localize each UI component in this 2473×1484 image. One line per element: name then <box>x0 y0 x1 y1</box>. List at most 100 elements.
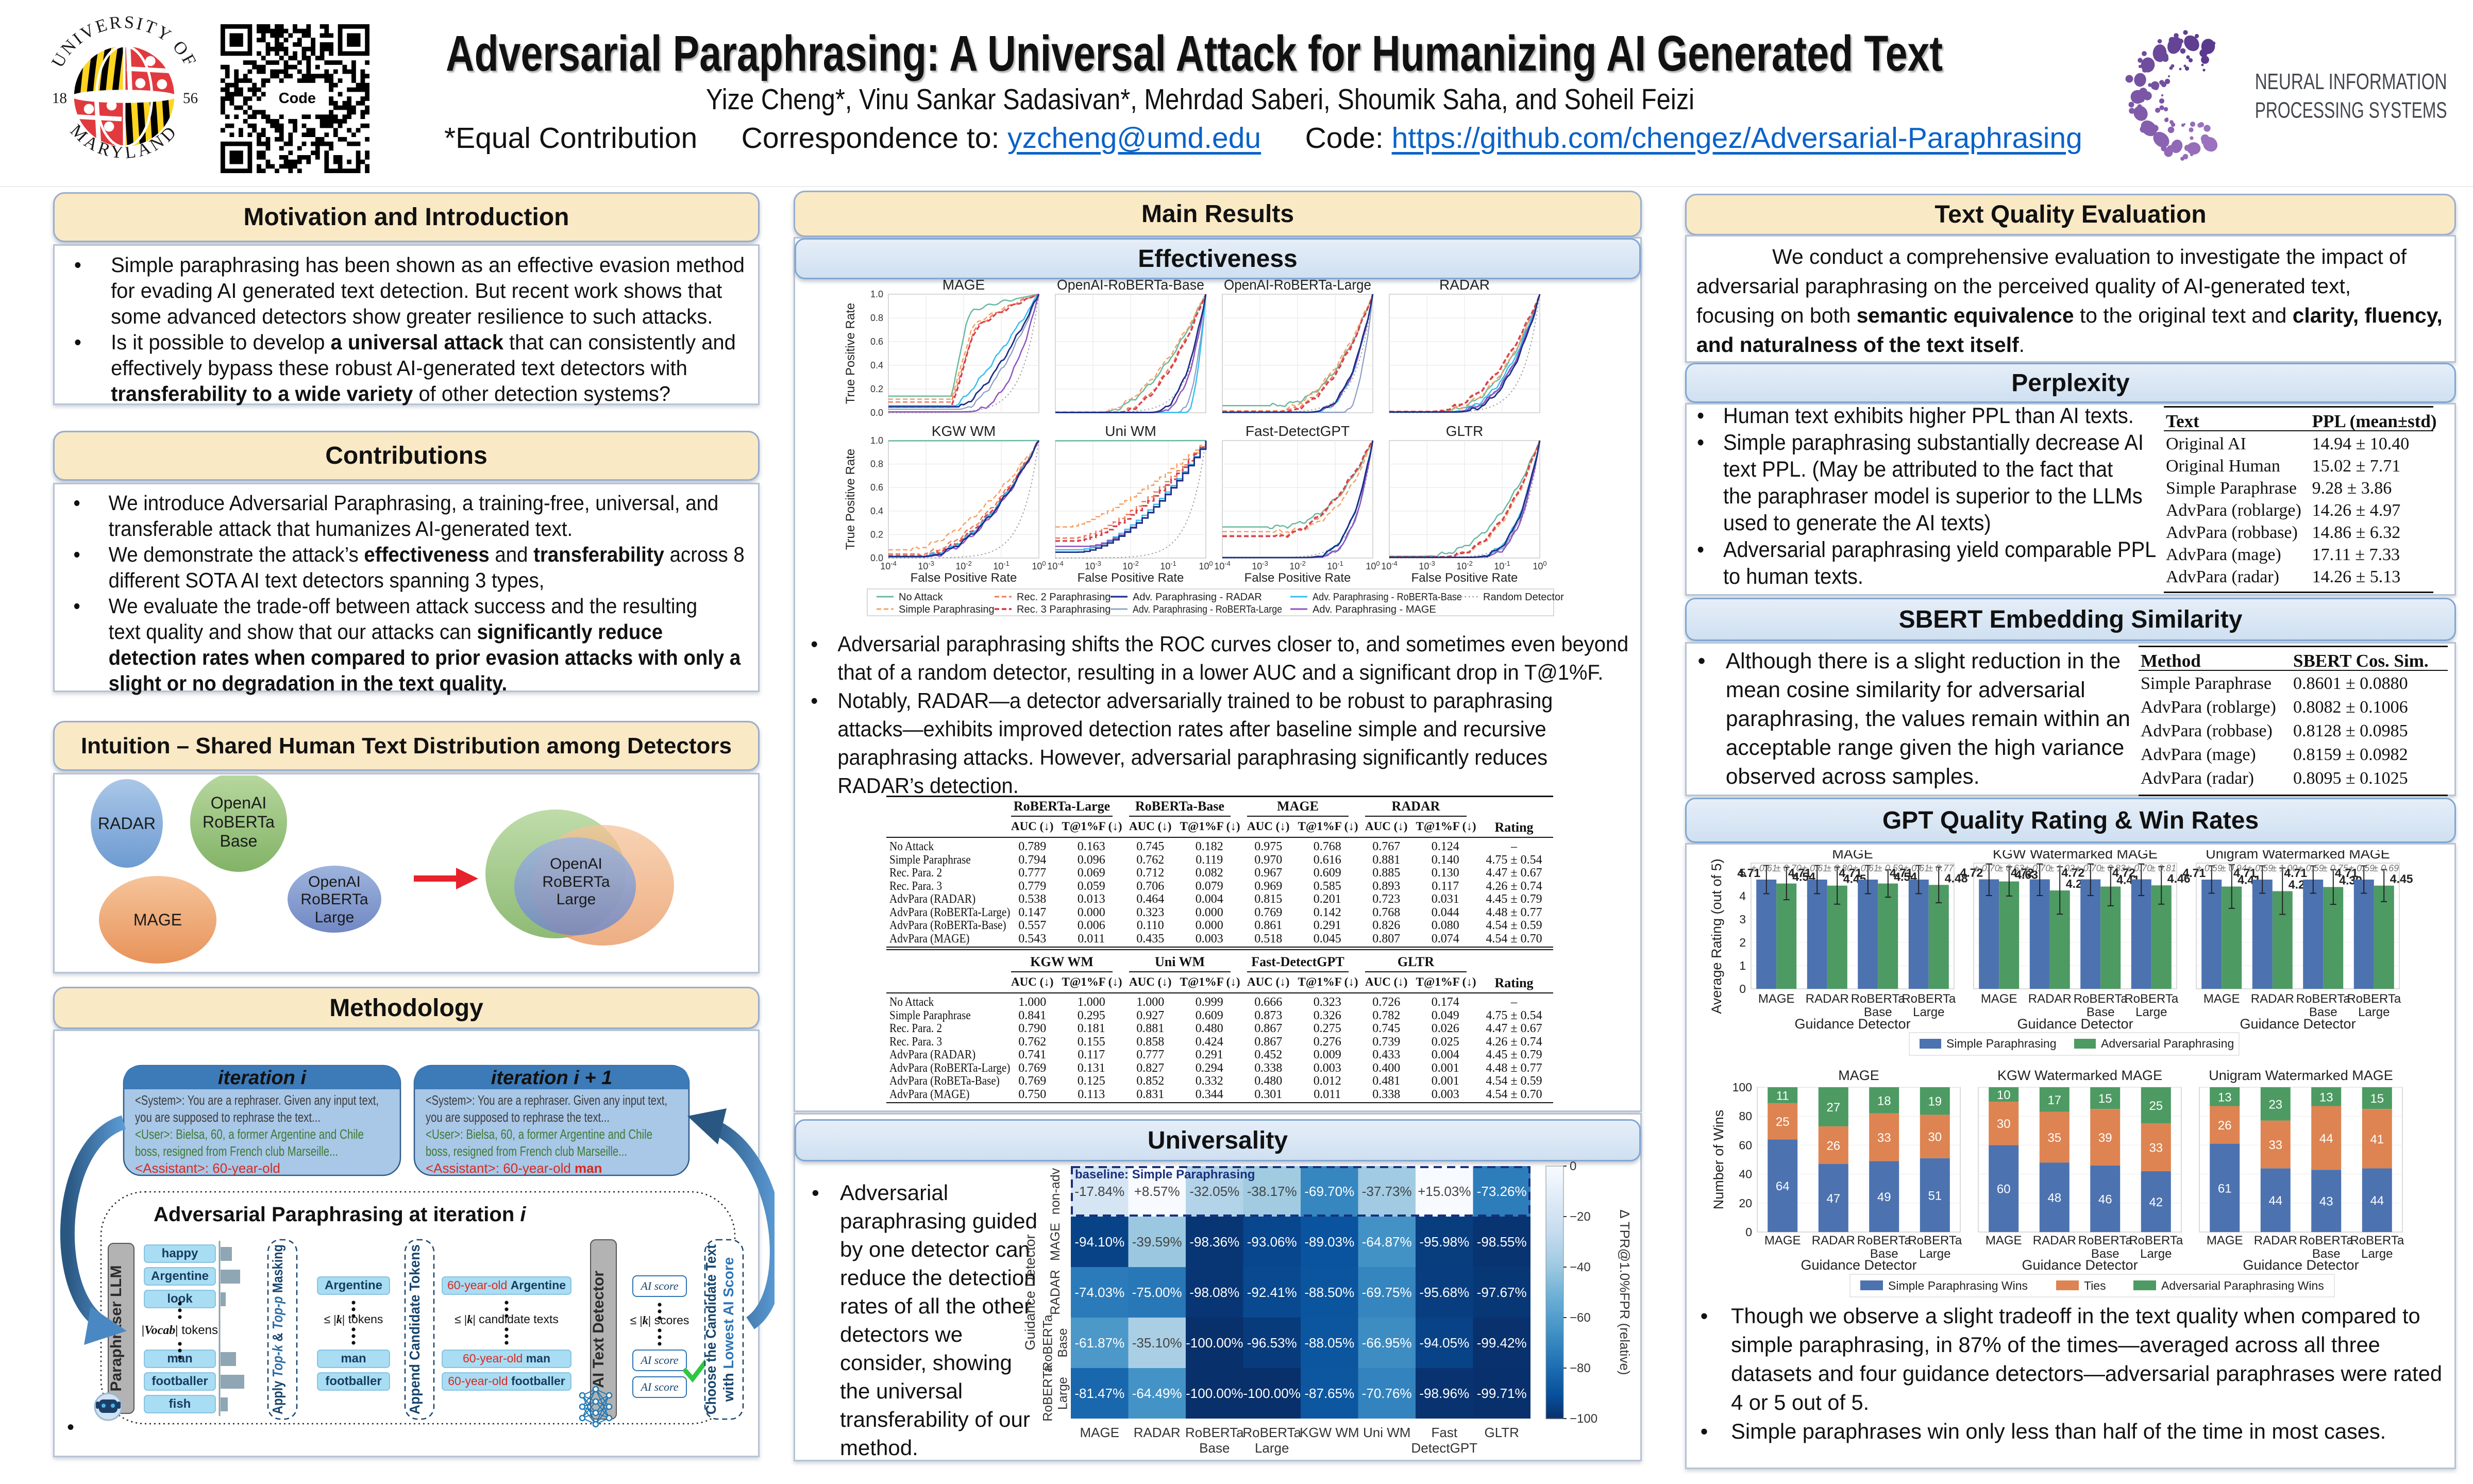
svg-text:PROCESSING SYSTEMS: PROCESSING SYSTEMS <box>2255 98 2447 123</box>
svg-text:Argentine: Argentine <box>151 1269 209 1283</box>
svg-text:30: 30 <box>1997 1117 2011 1131</box>
svg-text:fish: fish <box>169 1397 191 1411</box>
svg-text:iteration i + 1: iteration i + 1 <box>491 1067 612 1089</box>
svg-text:-38.17%: -38.17% <box>1247 1184 1297 1199</box>
svg-text:RADAR: RADAR <box>1812 1234 1855 1247</box>
svg-text:RoBERTa: RoBERTa <box>300 891 368 908</box>
svg-text:60: 60 <box>1739 1138 1752 1152</box>
svg-text:Random Detector: Random Detector <box>1483 592 1564 603</box>
svg-text:MAGE: MAGE <box>133 910 182 929</box>
svg-text:Adversarial Paraphrasing: Adversarial Paraphrasing <box>2101 1037 2234 1050</box>
svg-text:0: 0 <box>1570 1159 1576 1173</box>
svg-text:iteration i: iteration i <box>218 1067 307 1089</box>
svg-text:MAGE: MAGE <box>2207 1234 2243 1247</box>
svg-text:10-1: 10-1 <box>1494 560 1510 571</box>
svg-text:-94.10%: -94.10% <box>1074 1234 1124 1250</box>
svg-text:100: 100 <box>1366 560 1380 571</box>
svg-text:RADAR: RADAR <box>1134 1425 1181 1440</box>
svg-text:RoBERTa: RoBERTa <box>1041 1365 1055 1421</box>
svg-text:-81.47%: -81.47% <box>1074 1386 1124 1401</box>
svg-text:33: 33 <box>2268 1138 2282 1152</box>
svg-text:10-2: 10-2 <box>1456 560 1473 571</box>
svg-text:17: 17 <box>2047 1093 2061 1107</box>
svg-text:-75.00%: -75.00% <box>1132 1285 1182 1300</box>
svg-text:RoBERTa: RoBERTa <box>2296 992 2351 1006</box>
svg-text:−20: −20 <box>1570 1210 1591 1224</box>
svg-text:RoBERTa: RoBERTa <box>1857 1234 1912 1247</box>
svg-text:± 0.61: ± 0.61 <box>1904 863 1929 873</box>
svg-text:-95.68%: -95.68% <box>1419 1285 1469 1300</box>
svg-text:RoBERTa: RoBERTa <box>1185 1425 1244 1440</box>
svg-text:RoBERTa: RoBERTa <box>542 873 610 890</box>
svg-text:0.8: 0.8 <box>870 459 883 469</box>
svg-text:4.71: 4.71 <box>1890 866 1913 880</box>
svg-text:True Positive Rate: True Positive Rate <box>844 303 857 404</box>
svg-text:26: 26 <box>1826 1139 1840 1153</box>
svg-text:RADAR: RADAR <box>1439 278 1490 293</box>
svg-text:4.71: 4.71 <box>1839 866 1862 880</box>
svg-text:-17.84%: -17.84% <box>1074 1184 1124 1199</box>
svg-text:33: 33 <box>2149 1141 2163 1155</box>
svg-text:RoBERTa: RoBERTa <box>2347 992 2401 1006</box>
svg-text:Adv. Paraphrasing - RADAR: Adv. Paraphrasing - RADAR <box>1133 592 1262 603</box>
svg-text:80: 80 <box>1739 1109 1752 1123</box>
svg-text:boss, resigned from French clu: boss, resigned from French club Marseill… <box>426 1143 627 1159</box>
svg-text:MAGE: MAGE <box>2203 992 2240 1006</box>
svg-text:40: 40 <box>1739 1168 1752 1181</box>
svg-text:± 0.70: ± 0.70 <box>2025 863 2050 873</box>
svg-text:Base: Base <box>2091 1247 2119 1261</box>
svg-text:10-1: 10-1 <box>993 560 1010 571</box>
svg-text:Large: Large <box>2358 1005 2390 1019</box>
svg-text:100: 100 <box>1032 560 1046 571</box>
svg-text:happy: happy <box>162 1246 198 1260</box>
svg-text:Guidance Detector: Guidance Detector <box>1801 1257 1916 1273</box>
svg-text:-98.36%: -98.36% <box>1189 1234 1239 1250</box>
svg-text:± 0.63: ± 0.63 <box>1998 863 2024 873</box>
svg-text:|Vocab| tokens: |Vocab| tokens <box>142 1323 218 1337</box>
svg-text:1.0: 1.0 <box>870 435 883 446</box>
svg-text:± 0.61: ± 0.61 <box>1802 863 1828 873</box>
svg-text:RoBERTa: RoBERTa <box>1902 992 1956 1006</box>
svg-text:boss, resigned from French clu: boss, resigned from French club Marseill… <box>135 1143 338 1159</box>
svg-text:False Positive Rate: False Positive Rate <box>1078 571 1184 585</box>
svg-text:Simple Paraphrasing: Simple Paraphrasing <box>1946 1037 2057 1050</box>
svg-text:± 0.59: ± 0.59 <box>2349 863 2375 873</box>
svg-text:10-3: 10-3 <box>1419 560 1435 571</box>
svg-text:4.72: 4.72 <box>1960 866 1983 880</box>
svg-text:0.4: 0.4 <box>870 360 883 370</box>
svg-text:-69.75%: -69.75% <box>1362 1285 1412 1300</box>
svg-text:-64.87%: -64.87% <box>1362 1234 1412 1250</box>
svg-text:Argentine: Argentine <box>325 1278 382 1292</box>
svg-text:man: man <box>341 1352 366 1365</box>
svg-text:Large: Large <box>557 891 596 908</box>
svg-text:Base: Base <box>1864 1005 1892 1019</box>
svg-text:False Positive Rate: False Positive Rate <box>1411 571 1518 585</box>
svg-text:AI score: AI score <box>640 1380 678 1393</box>
svg-text:OpenAI: OpenAI <box>211 794 267 812</box>
svg-text:-100.00%: -100.00% <box>1186 1335 1243 1351</box>
svg-text:<User>: Bielsa, 60, a former A: <User>: Bielsa, 60, a former Argentine a… <box>135 1126 364 1142</box>
svg-text:RADAR: RADAR <box>2033 1234 2076 1247</box>
svg-text:44: 44 <box>2370 1194 2384 1208</box>
svg-text:Ties: Ties <box>2084 1279 2106 1292</box>
svg-text:≤ |k| candidate texts: ≤ |k| candidate texts <box>455 1312 559 1326</box>
svg-text:10-4: 10-4 <box>1381 560 1398 571</box>
svg-text:0.4: 0.4 <box>870 506 883 516</box>
svg-text:non-adv: non-adv <box>1048 1168 1063 1215</box>
svg-text:51: 51 <box>1928 1189 1942 1203</box>
svg-text:Adv. Paraphrasing - RoBERTa-La: Adv. Paraphrasing - RoBERTa-Large <box>1133 604 1282 615</box>
svg-text:-39.59%: -39.59% <box>1132 1234 1182 1250</box>
svg-text:OpenAI-RoBERTa-Base: OpenAI-RoBERTa-Base <box>1057 278 1204 293</box>
svg-text:MAGE: MAGE <box>1986 1234 2022 1247</box>
svg-text:RoBERTa: RoBERTa <box>2074 992 2128 1006</box>
svg-text:-98.96%: -98.96% <box>1419 1386 1469 1401</box>
svg-text:RADAR: RADAR <box>1048 1270 1063 1315</box>
svg-text:-95.98%: -95.98% <box>1419 1234 1469 1250</box>
svg-text:−80: −80 <box>1570 1361 1591 1375</box>
svg-text:AI score: AI score <box>640 1279 678 1292</box>
svg-text:60: 60 <box>1997 1183 2011 1196</box>
svg-text:Large: Large <box>1255 1440 1289 1456</box>
svg-text:± 0.70: ± 0.70 <box>1974 863 2000 873</box>
svg-text:-98.55%: -98.55% <box>1477 1234 1527 1250</box>
svg-text:GLTR: GLTR <box>1484 1425 1519 1440</box>
